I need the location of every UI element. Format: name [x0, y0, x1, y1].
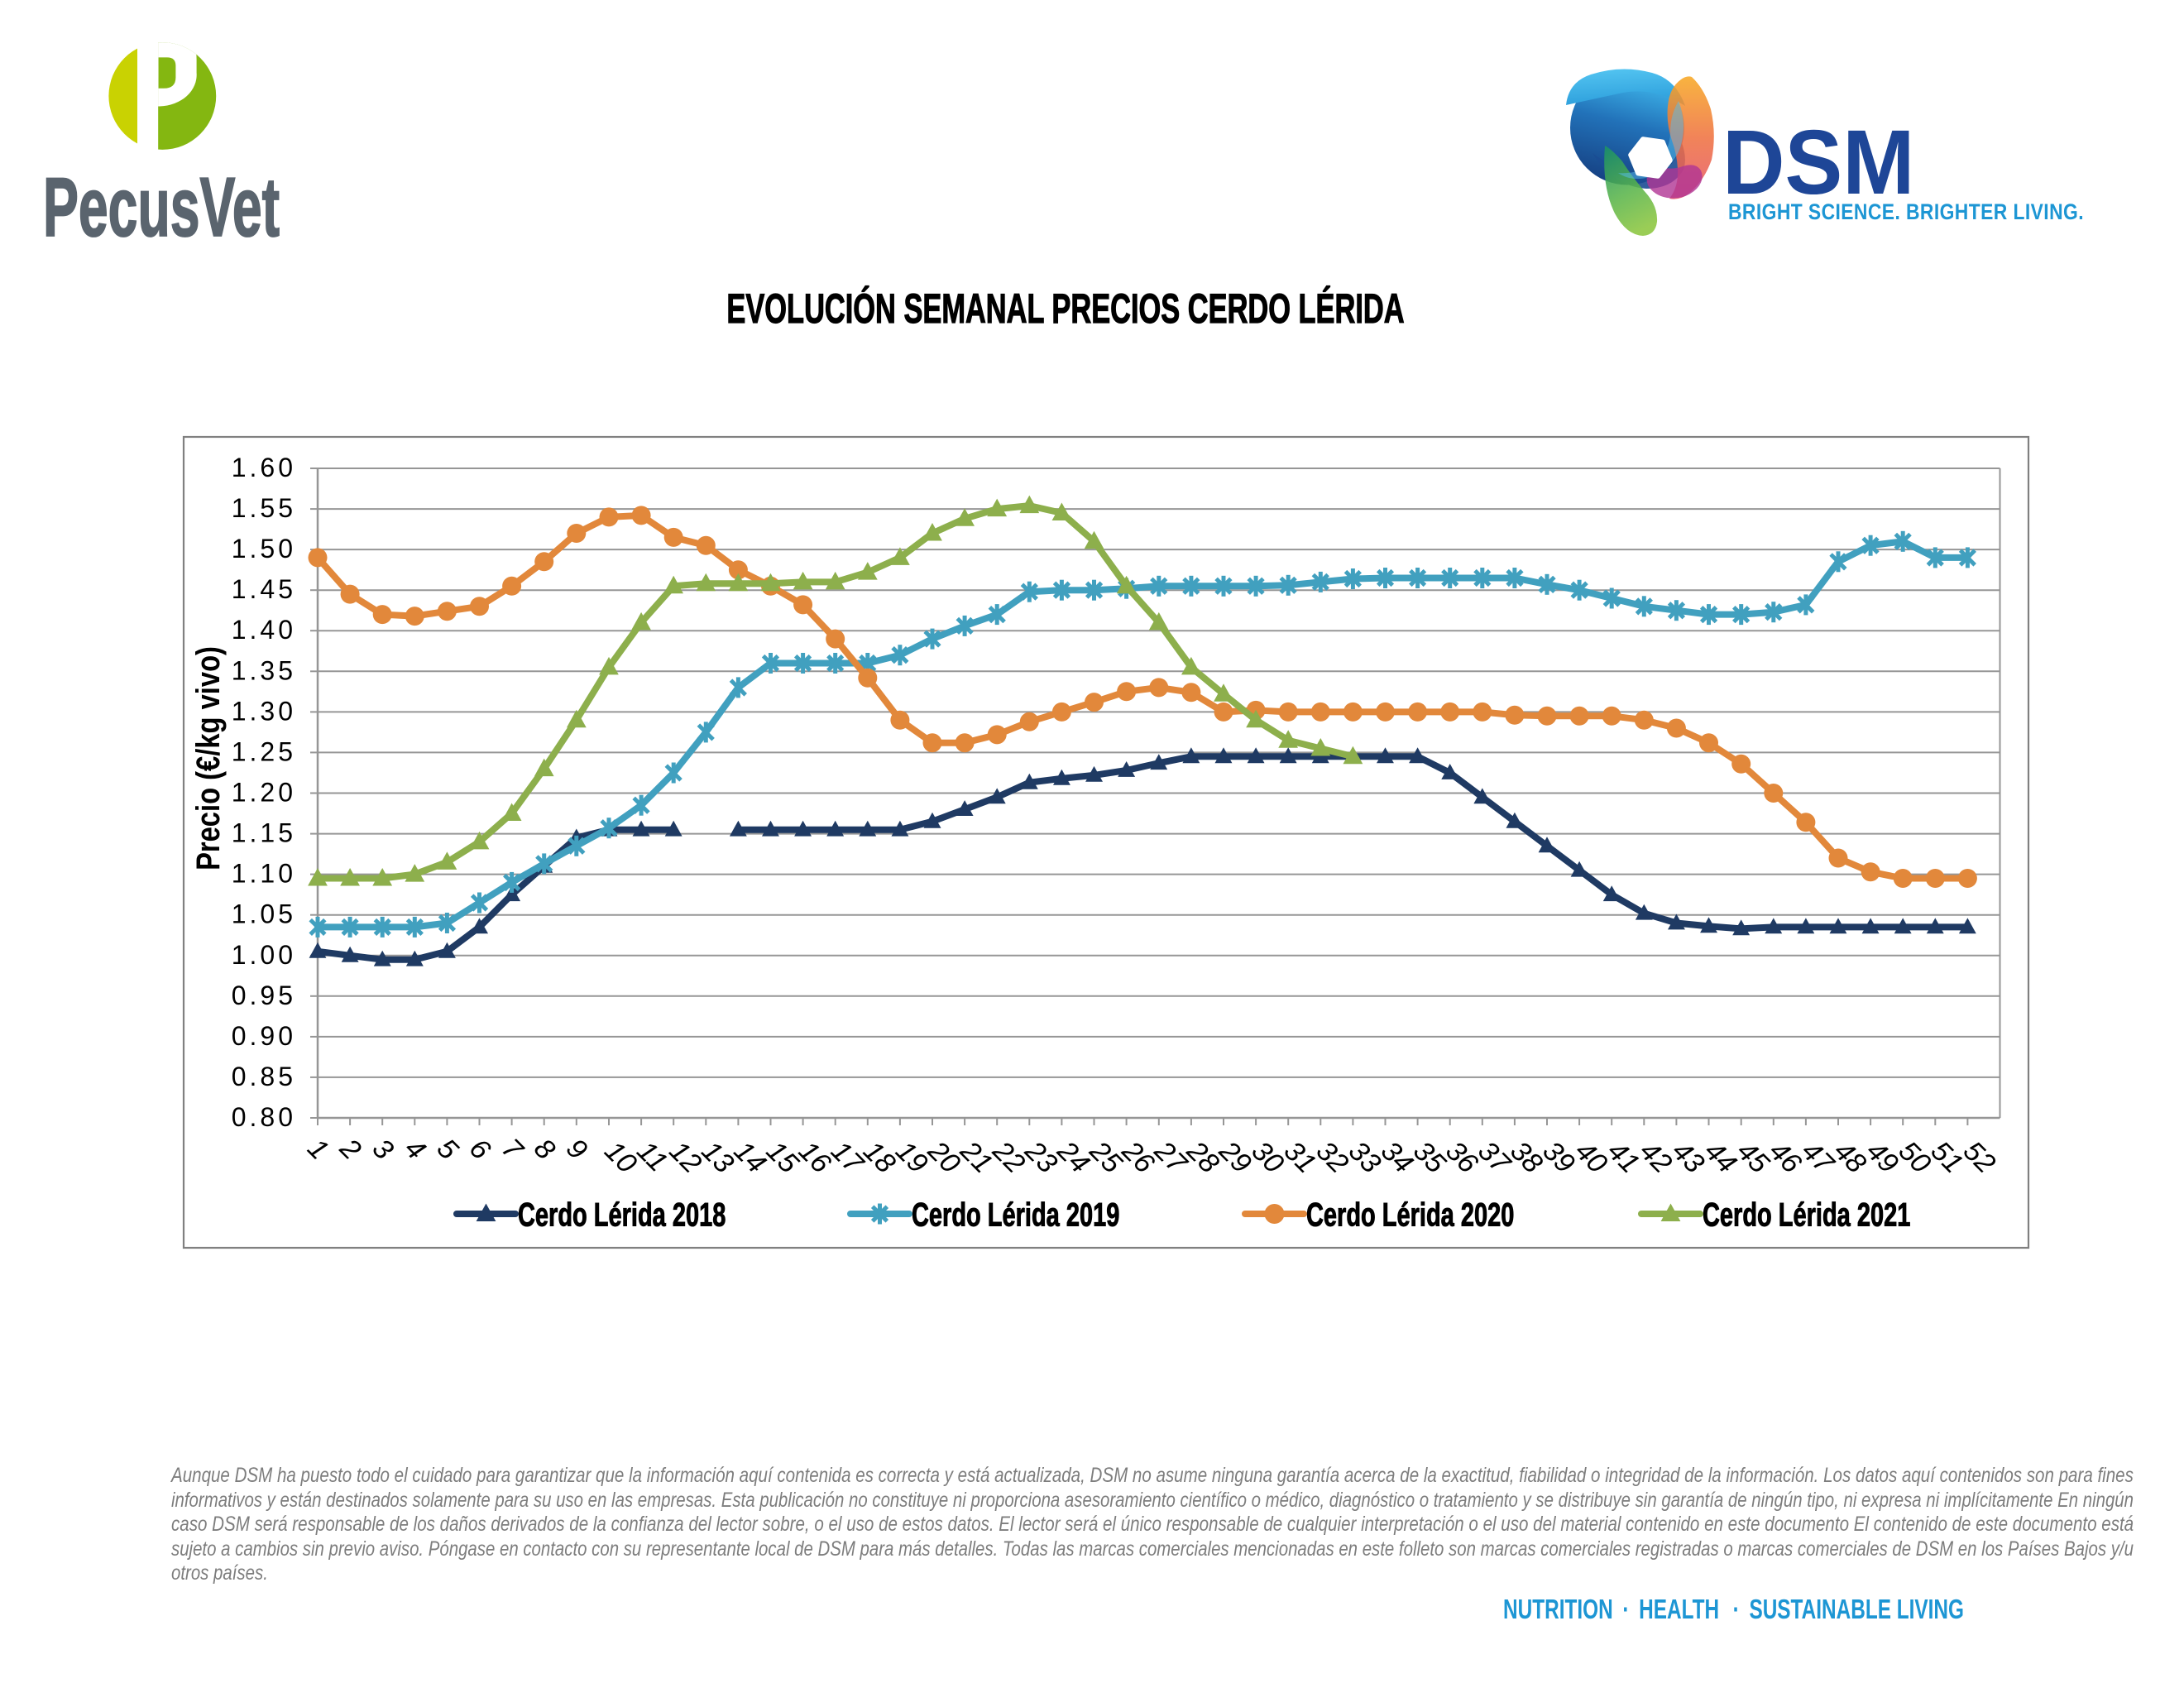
svg-text:EVOLUCIÓN SEMANAL PRECIOS CERD: EVOLUCIÓN SEMANAL PRECIOS CERDO LÉRIDA	[726, 285, 1404, 333]
svg-text:1.60: 1.60	[232, 453, 296, 482]
svg-text:8: 8	[528, 1133, 561, 1166]
svg-text:1.35: 1.35	[232, 655, 296, 685]
svg-text:1.20: 1.20	[232, 778, 296, 808]
svg-text:PecusVet: PecusVet	[43, 160, 280, 253]
svg-text:Cerdo Lérida 2021: Cerdo Lérida 2021	[1703, 1196, 1910, 1234]
svg-text:1.25: 1.25	[232, 736, 296, 766]
svg-text:1.10: 1.10	[232, 859, 296, 889]
svg-text:BRIGHT SCIENCE. BRIGHTER LIVIN: BRIGHT SCIENCE. BRIGHTER LIVING.	[1728, 199, 2084, 224]
svg-text:52: 52	[1957, 1135, 2002, 1180]
svg-text:1.50: 1.50	[232, 534, 296, 563]
svg-text:6: 6	[463, 1133, 496, 1166]
svg-text:1.30: 1.30	[232, 696, 296, 726]
svg-text:Cerdo Lérida 2018: Cerdo Lérida 2018	[518, 1196, 726, 1234]
svg-text:1: 1	[301, 1133, 334, 1166]
svg-text:2: 2	[333, 1132, 367, 1166]
svg-text:0.85: 0.85	[232, 1062, 296, 1091]
svg-text:1.55: 1.55	[232, 493, 296, 523]
svg-text:1.05: 1.05	[232, 899, 296, 929]
svg-text:1.00: 1.00	[232, 940, 296, 970]
svg-text:0.80: 0.80	[232, 1102, 296, 1132]
svg-text:0.95: 0.95	[232, 981, 296, 1010]
svg-text:5: 5	[431, 1133, 464, 1166]
svg-text:4: 4	[399, 1133, 432, 1166]
svg-text:NUTRITION · HEALTH · SUST: NUTRITION · HEALTH · SUSTAINABLE LIVING	[1503, 1595, 1964, 1625]
svg-text:3: 3	[366, 1133, 400, 1166]
svg-text:1.15: 1.15	[232, 818, 296, 848]
svg-text:Cerdo Lérida 2019: Cerdo Lérida 2019	[912, 1196, 1119, 1234]
svg-text:7: 7	[496, 1133, 529, 1167]
svg-text:1.40: 1.40	[232, 615, 296, 645]
svg-text:9: 9	[560, 1133, 593, 1166]
svg-text:Cerdo Lérida 2020: Cerdo Lérida 2020	[1306, 1196, 1514, 1234]
svg-text:0.90: 0.90	[232, 1021, 296, 1051]
svg-text:Precio (€/kg vivo): Precio (€/kg vivo)	[189, 646, 227, 870]
svg-text:DSM: DSM	[1722, 112, 1914, 213]
svg-text:1.45: 1.45	[232, 574, 296, 604]
